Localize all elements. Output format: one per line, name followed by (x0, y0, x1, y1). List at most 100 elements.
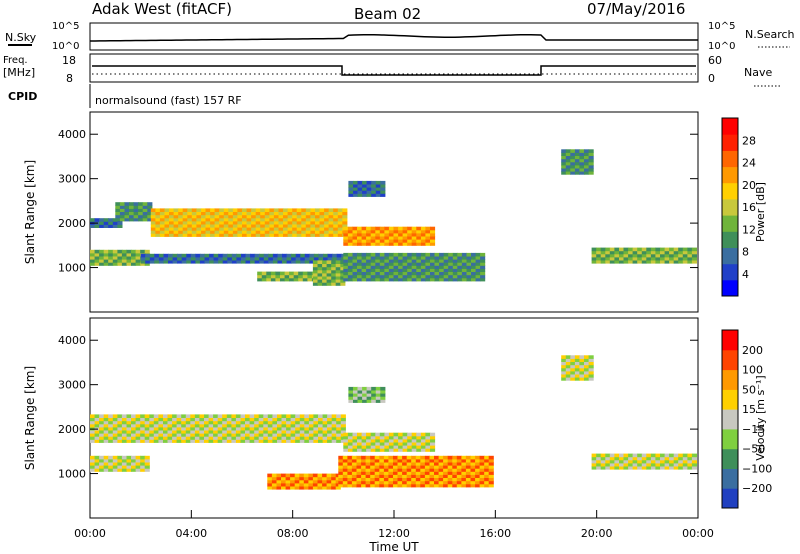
power-cell (570, 155, 576, 160)
power-cell (407, 262, 413, 266)
velocity-cell (438, 465, 444, 469)
power-cell (336, 256, 342, 261)
velocity-cell (327, 430, 333, 434)
velocity-cell (112, 433, 118, 437)
velocity-cell (90, 455, 96, 460)
power-cell (398, 271, 404, 276)
velocity-colorbar-tick: 200 (742, 344, 763, 357)
velocity-cell (153, 426, 159, 431)
velocity-cell (149, 417, 155, 422)
velocity-cell (94, 436, 100, 440)
velocity-cell (406, 471, 412, 475)
power-cell (430, 265, 436, 269)
power-cell (370, 226, 376, 231)
power-cell (242, 230, 248, 234)
power-cell (366, 232, 372, 237)
velocity-cell (176, 420, 182, 425)
velocity-cell (420, 435, 426, 440)
power-cell (361, 265, 367, 269)
power-cell (371, 190, 377, 194)
power-cell (182, 220, 188, 225)
velocity-cell (249, 417, 255, 422)
power-cell (124, 217, 130, 222)
velocity-cell (574, 374, 580, 378)
velocity-cell (317, 479, 323, 484)
power-cell (574, 171, 580, 175)
velocity-cell (484, 462, 490, 466)
velocity-cell (650, 462, 656, 467)
power-colorbar-swatch (722, 263, 738, 281)
power-cell (434, 256, 440, 260)
velocity-cell (479, 458, 485, 463)
power-cell (366, 190, 372, 194)
power-cell (337, 224, 343, 228)
power-cell (357, 229, 363, 234)
power-cell (609, 260, 615, 264)
power-cell (384, 271, 390, 276)
power-cell (333, 233, 339, 237)
velocity-cell (135, 430, 141, 434)
velocity-cell (181, 414, 187, 418)
power-cell (231, 256, 237, 261)
velocity-cell (90, 423, 96, 428)
power-cell (443, 271, 449, 276)
velocity-cell (655, 462, 661, 467)
velocity-cell (231, 417, 237, 422)
power-cell (242, 217, 248, 222)
power-cell (448, 265, 454, 269)
velocity-cell (231, 436, 237, 440)
velocity-cell (121, 462, 127, 466)
power-cell (251, 217, 257, 222)
velocity-cell (438, 477, 444, 482)
velocity-cell (406, 477, 412, 482)
velocity-cell (637, 459, 643, 464)
power-cell (209, 260, 215, 264)
velocity-cell (347, 480, 353, 485)
power-cell (471, 277, 477, 282)
power-cell (319, 227, 325, 231)
power-cell (108, 224, 114, 228)
velocity-cell (322, 423, 328, 428)
power-cell (660, 260, 666, 264)
velocity-cell (176, 426, 182, 431)
power-cell (370, 262, 376, 266)
power-cell (570, 164, 576, 169)
power-cell (292, 227, 298, 231)
power-cell (315, 224, 321, 228)
power-cell (466, 259, 472, 263)
power-cell (178, 211, 184, 216)
power-cell (362, 184, 368, 188)
power-cell (292, 208, 298, 212)
velocity-cell (424, 462, 430, 466)
power-cell (357, 187, 363, 191)
velocity-cell (167, 426, 173, 431)
velocity-cell (263, 430, 269, 434)
power-cell (108, 221, 114, 225)
velocity-cell (343, 435, 349, 440)
power-cell (232, 227, 238, 231)
velocity-colorbar-tick: 100 (742, 364, 763, 377)
power-cell (228, 233, 234, 237)
velocity-cell (108, 423, 114, 428)
power-cell (430, 268, 436, 272)
power-cell (332, 256, 338, 261)
velocity-cell (475, 468, 481, 472)
velocity-cell (393, 471, 399, 475)
power-cell (246, 214, 252, 219)
velocity-cell (112, 426, 118, 431)
velocity-cell (393, 462, 399, 466)
nave-tick-60: 60 (708, 54, 722, 67)
power-cell (177, 260, 183, 264)
power-cell (328, 208, 334, 212)
velocity-cell (254, 433, 260, 437)
velocity-cell (99, 436, 105, 440)
power-cell (150, 233, 156, 237)
power-cell (260, 224, 266, 228)
velocity-cell (176, 417, 182, 422)
power-cell (584, 152, 590, 156)
power-cell (384, 226, 390, 231)
power-cell (402, 232, 408, 237)
velocity-cell (605, 466, 611, 470)
velocity-cell (420, 458, 426, 463)
power-cell (669, 247, 675, 252)
